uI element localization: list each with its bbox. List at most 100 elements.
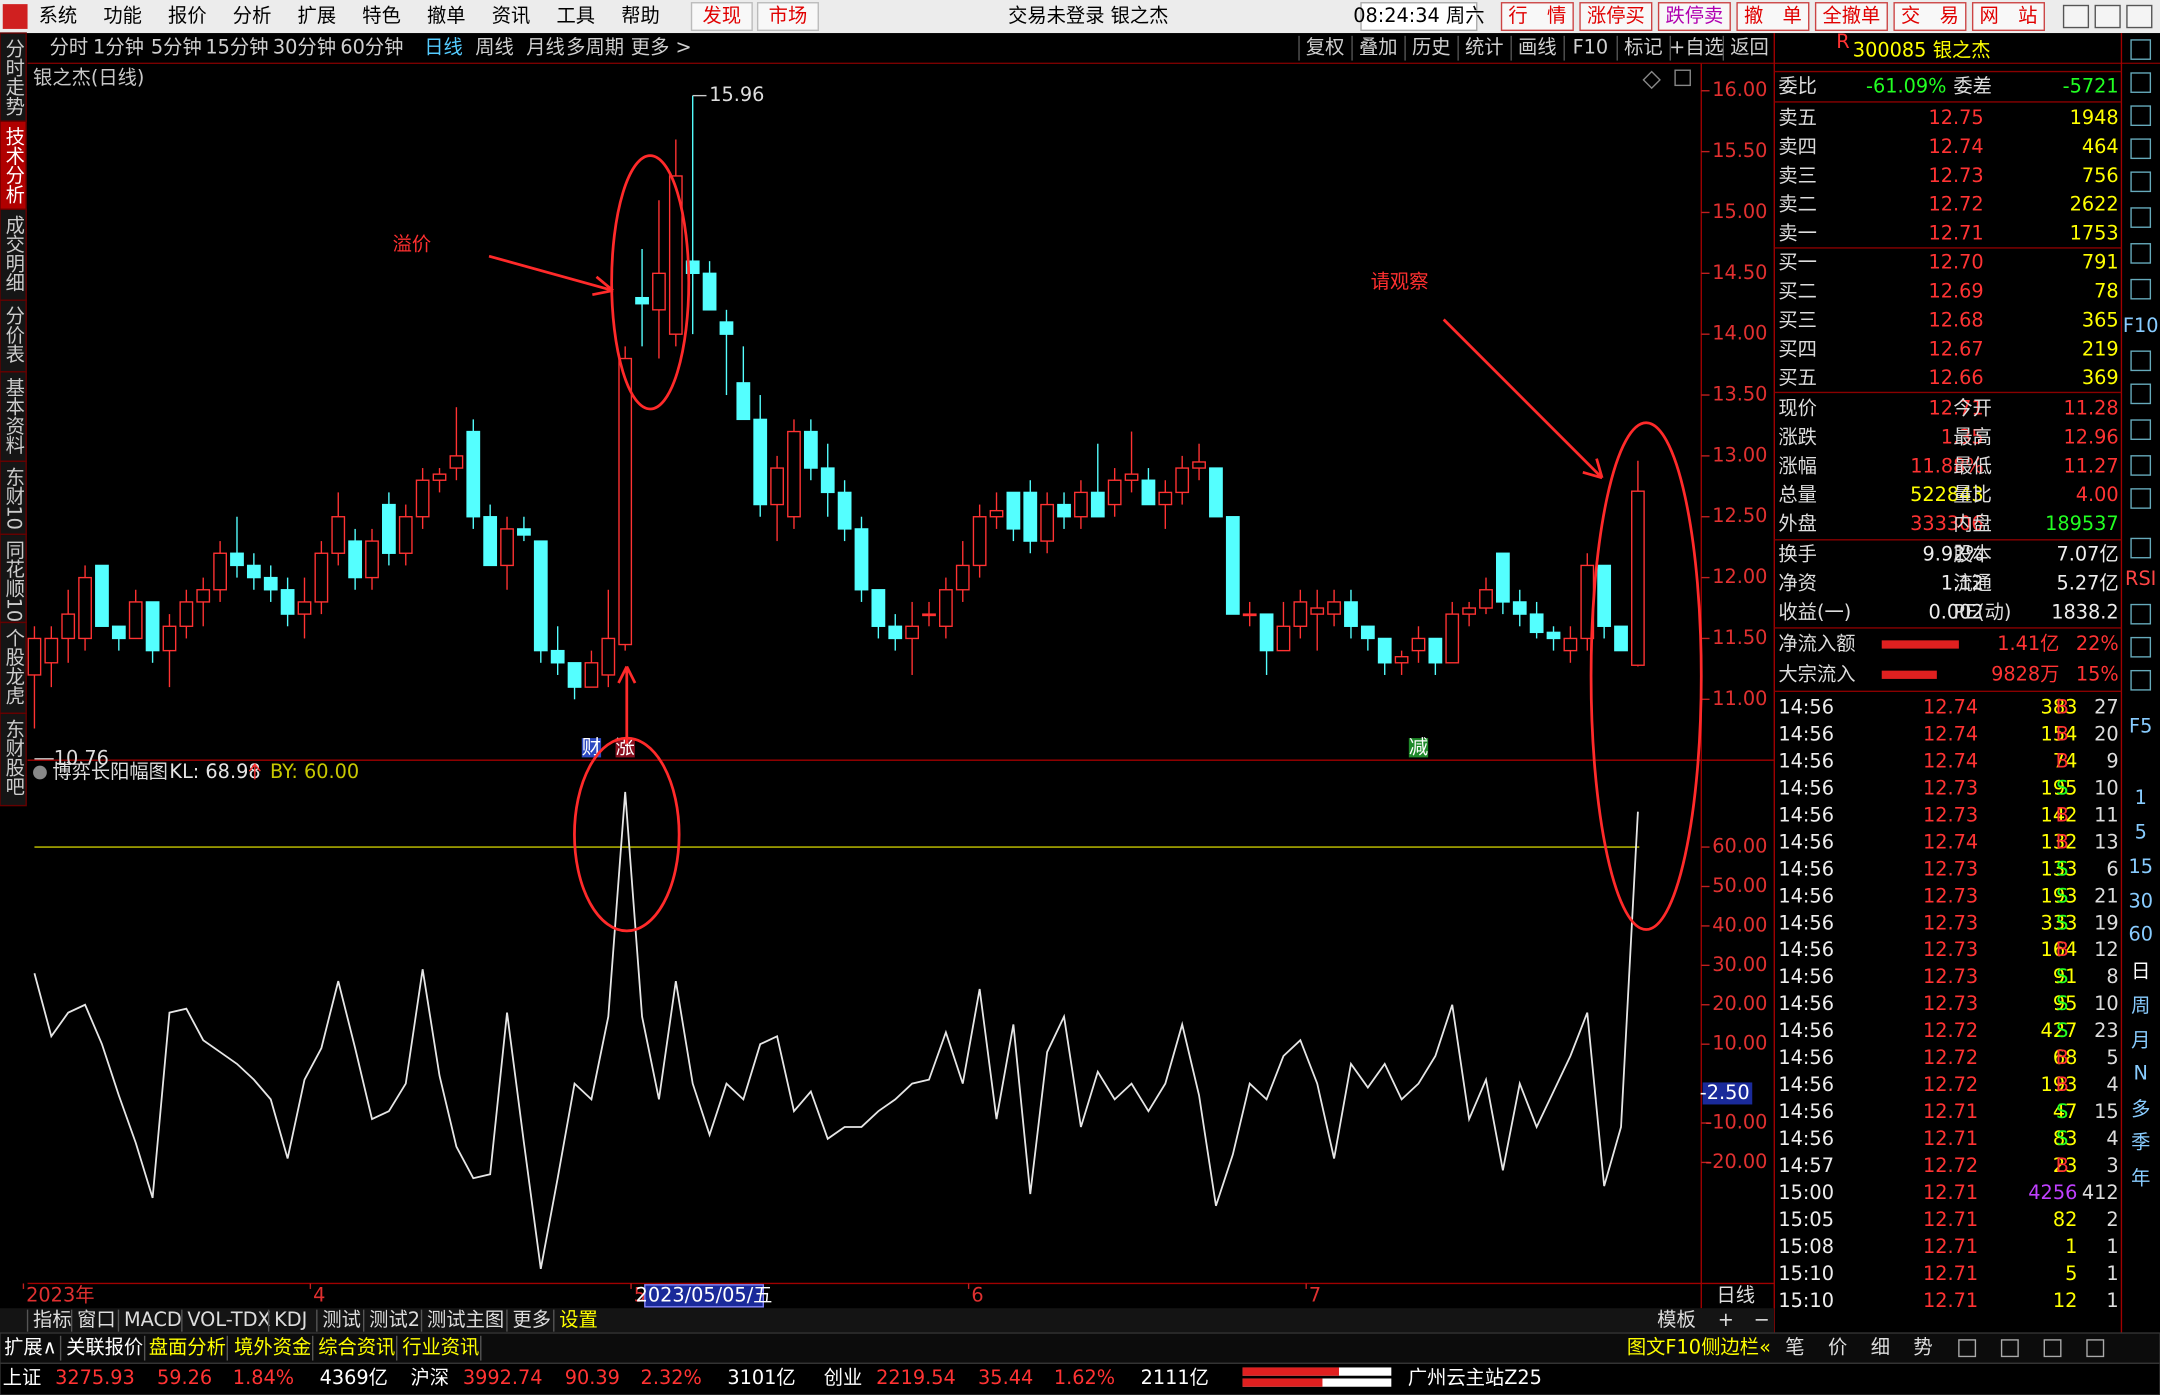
menu-item[interactable]: 系统 bbox=[39, 4, 78, 27]
side-tab[interactable] bbox=[0, 460, 27, 536]
tool-button[interactable]: 画线 bbox=[1518, 36, 1557, 59]
rail-period[interactable]: 年 bbox=[2131, 1166, 2150, 1189]
side-tab[interactable] bbox=[0, 712, 27, 807]
rail-icon[interactable] bbox=[2130, 138, 2152, 160]
rail-period[interactable]: 1 bbox=[2135, 786, 2147, 809]
side-tab-label[interactable]: 同花顺10 bbox=[2, 540, 25, 622]
period-tab[interactable]: 1分钟 bbox=[93, 36, 144, 59]
panel-tab[interactable]: 笔 bbox=[1785, 1336, 1804, 1359]
event-marker[interactable] bbox=[1408, 738, 1429, 758]
rail-icon[interactable] bbox=[2130, 350, 2152, 372]
info-tab[interactable]: 关联报价 bbox=[66, 1336, 143, 1359]
quick-button-label[interactable]: 全撤单 bbox=[1823, 4, 1881, 27]
menu-item[interactable]: 撤单 bbox=[427, 4, 466, 27]
indicator-tab[interactable]: VOL-TDX bbox=[187, 1308, 270, 1331]
tool-button[interactable]: 统计 bbox=[1465, 36, 1504, 59]
menu-item[interactable]: 特色 bbox=[362, 4, 401, 27]
rail-period[interactable]: 30 bbox=[2128, 890, 2153, 913]
side-tab-label[interactable]: 东财股吧 bbox=[2, 719, 25, 796]
menu-item[interactable]: 功能 bbox=[103, 4, 142, 27]
rail-period[interactable]: 60 bbox=[2128, 923, 2153, 946]
rail-icon[interactable] bbox=[2130, 39, 2152, 60]
rail-code[interactable]: RSI bbox=[2125, 567, 2156, 590]
event-marker-label[interactable]: 涨 bbox=[616, 735, 635, 758]
period-tab[interactable]: 更多 > bbox=[631, 36, 692, 59]
indicator-tab[interactable]: MACD bbox=[124, 1308, 182, 1331]
menu-item[interactable]: 扩展 bbox=[298, 4, 337, 27]
panel-tab[interactable]: 价 bbox=[1828, 1336, 1847, 1359]
template-button[interactable]: 模板 bbox=[1657, 1308, 1696, 1331]
quick-button[interactable] bbox=[1736, 2, 1810, 31]
menu-item[interactable]: 资讯 bbox=[492, 4, 531, 27]
indicator-tab[interactable]: 测试2 bbox=[369, 1308, 420, 1331]
tool-button[interactable]: +自选 bbox=[1669, 36, 1724, 59]
side-tab-label[interactable]: 基本资料 bbox=[2, 377, 25, 454]
quick-button[interactable] bbox=[1971, 2, 2045, 31]
menu-item[interactable]: 报价 bbox=[168, 4, 207, 27]
quick-button[interactable] bbox=[1814, 2, 1888, 31]
rail-icon[interactable] bbox=[2130, 455, 2152, 476]
rail-icon[interactable] bbox=[2130, 278, 2152, 300]
side-tab-label[interactable]: 分时走势 bbox=[2, 39, 25, 116]
rail-period[interactable]: 5 bbox=[2135, 821, 2147, 844]
panel-tab-icon[interactable] bbox=[2000, 1339, 2019, 1358]
menu-item[interactable]: 工具 bbox=[557, 4, 596, 27]
panel-tab-icon[interactable] bbox=[2043, 1339, 2062, 1358]
restore[interactable] bbox=[2094, 4, 2121, 29]
side-tab-label[interactable]: 分价表 bbox=[2, 306, 25, 364]
rail-icon[interactable] bbox=[2130, 419, 2152, 440]
side-tab[interactable] bbox=[0, 208, 27, 301]
rail-icon[interactable] bbox=[2130, 383, 2152, 405]
indicator-tab[interactable]: 测试 bbox=[322, 1308, 361, 1331]
rail-icon[interactable] bbox=[2130, 488, 2152, 509]
info-tab[interactable]: 盘面分析 bbox=[149, 1336, 226, 1359]
quick-button-label[interactable]: 涨停买 bbox=[1587, 4, 1645, 27]
quick-button-label[interactable]: 网 站 bbox=[1980, 4, 2038, 27]
rail-icon[interactable] bbox=[2130, 603, 2152, 625]
hot-tab-label[interactable]: 发现 bbox=[703, 4, 742, 27]
tool-button[interactable]: 标记 bbox=[1624, 36, 1663, 59]
rail-period[interactable]: 日 bbox=[2131, 960, 2150, 983]
event-marker-label[interactable]: 减 bbox=[1409, 735, 1428, 758]
side-tab-label[interactable]: 东财10 bbox=[2, 467, 25, 530]
tool-button[interactable]: 返回 bbox=[1730, 36, 1769, 59]
rail-period[interactable]: N bbox=[2134, 1062, 2148, 1085]
indicator-tab[interactable]: KDJ bbox=[274, 1308, 307, 1331]
chart-icon[interactable] bbox=[1642, 70, 1661, 90]
rail-period[interactable]: 周 bbox=[2131, 994, 2150, 1017]
rail-icon[interactable] bbox=[2130, 72, 2152, 93]
quick-button[interactable] bbox=[1657, 2, 1731, 31]
rail-icon[interactable] bbox=[2130, 105, 2152, 127]
side-tab-label[interactable]: 技术分析 bbox=[2, 127, 25, 204]
hot-tab-label[interactable]: 市场 bbox=[769, 4, 808, 27]
period-tab[interactable]: 15分钟 bbox=[205, 36, 268, 59]
panel-tab[interactable]: 势 bbox=[1913, 1336, 1932, 1359]
indicator-tab[interactable]: 指标 bbox=[33, 1308, 72, 1331]
zoom-button[interactable]: − bbox=[1754, 1308, 1770, 1331]
side-link[interactable]: 侧边栏« bbox=[1701, 1336, 1771, 1359]
info-tab[interactable]: 综合资讯 bbox=[318, 1336, 395, 1359]
rail-period[interactable]: 15 bbox=[2128, 855, 2153, 878]
side-tab-label[interactable]: 个股龙虎 bbox=[2, 628, 25, 705]
panel-tab-icon[interactable] bbox=[2086, 1339, 2105, 1358]
quick-button-label[interactable]: 撤 单 bbox=[1744, 4, 1802, 27]
quick-button-label[interactable]: 跌停卖 bbox=[1665, 4, 1723, 27]
period-tab[interactable]: 5分钟 bbox=[151, 36, 202, 59]
side-tab[interactable] bbox=[0, 120, 27, 211]
quick-button[interactable] bbox=[1579, 2, 1653, 31]
indicator-tab[interactable]: 设置 bbox=[559, 1308, 598, 1331]
rail-icon[interactable] bbox=[2130, 669, 2152, 691]
tool-button[interactable]: 复权 bbox=[1306, 36, 1345, 59]
event-marker[interactable] bbox=[615, 738, 635, 758]
period-tab[interactable]: 60分钟 bbox=[340, 36, 403, 59]
close[interactable] bbox=[2126, 4, 2153, 29]
tool-button[interactable]: 历史 bbox=[1412, 36, 1451, 59]
rail-icon[interactable] bbox=[2130, 243, 2152, 264]
info-tab[interactable]: 行业资讯 bbox=[402, 1336, 479, 1359]
panel-tab[interactable]: 细 bbox=[1871, 1336, 1890, 1359]
period-tab[interactable]: 多周期 bbox=[566, 36, 624, 59]
rail-code[interactable]: F10 bbox=[2123, 314, 2159, 337]
period-tab[interactable]: 30分钟 bbox=[273, 36, 336, 59]
period-tab[interactable]: 月线 bbox=[526, 36, 565, 59]
zoom-button[interactable]: + bbox=[1718, 1308, 1734, 1331]
